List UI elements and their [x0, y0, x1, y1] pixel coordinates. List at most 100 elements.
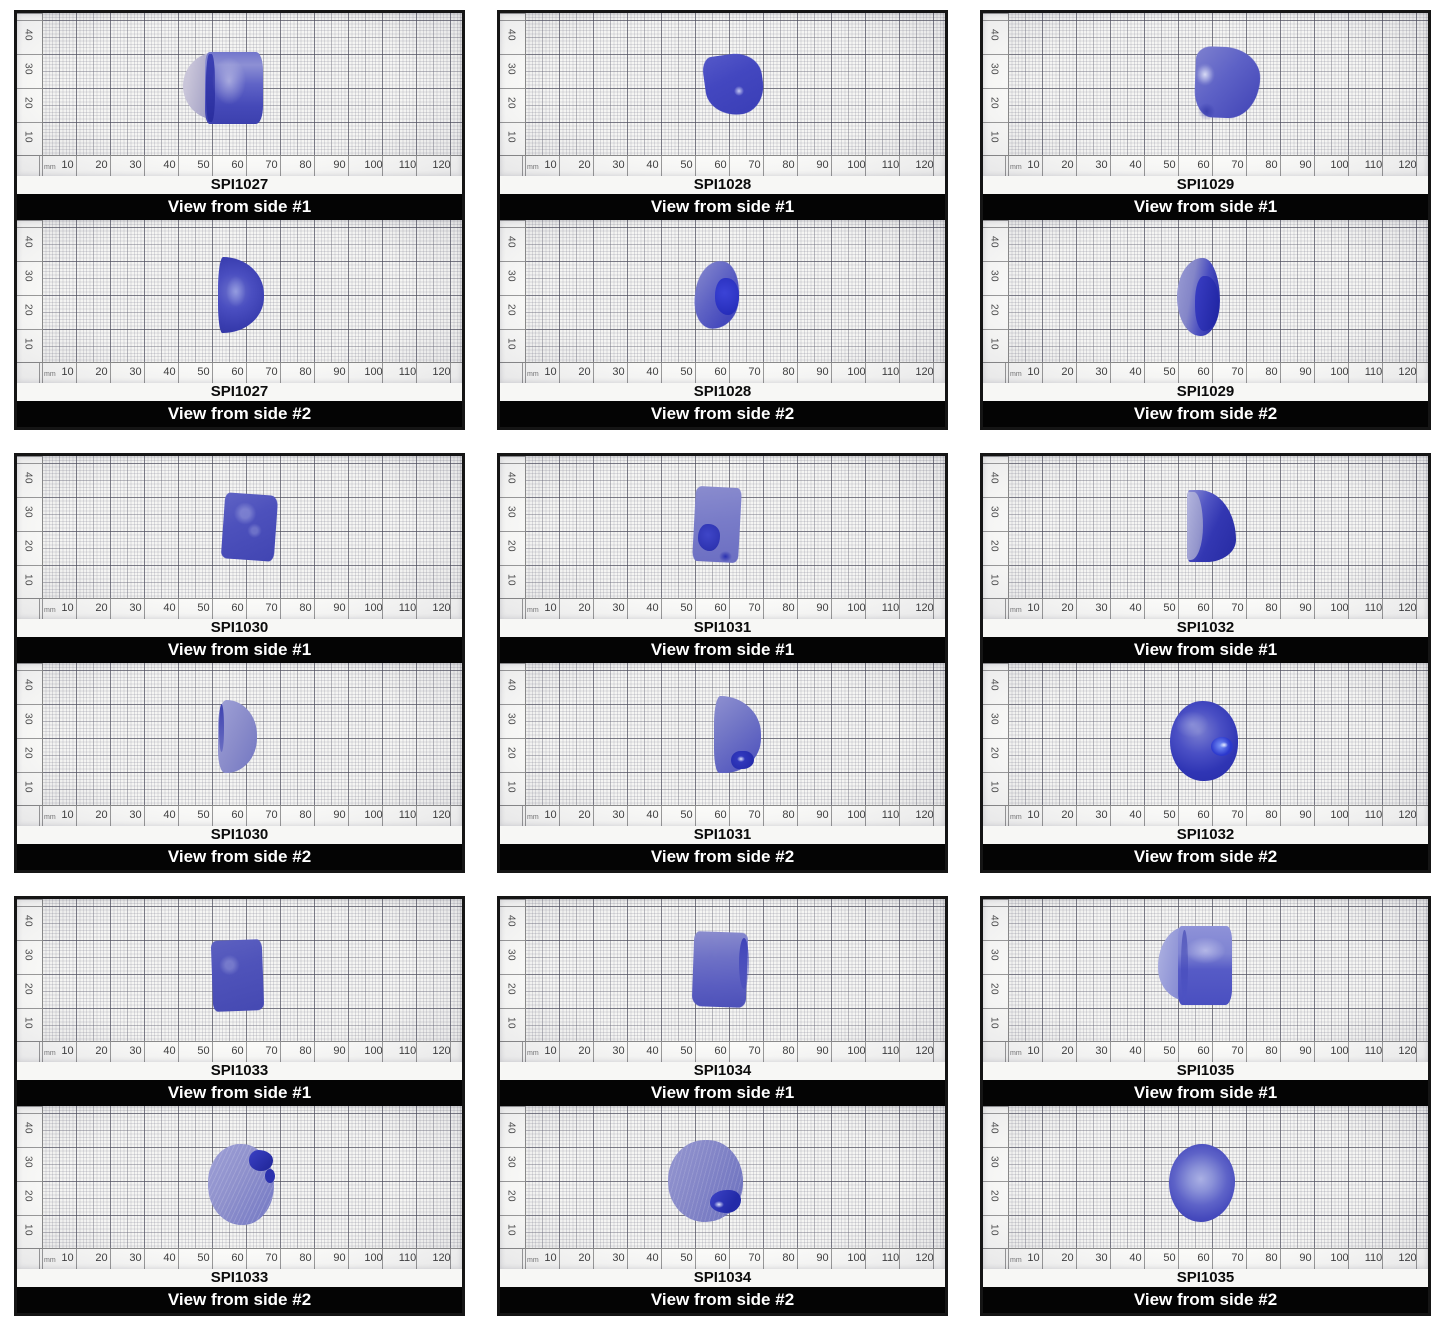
specimen-view: 40 30 20 10 mm 10 20 30 40 50 60 70 80 90 100 110 120 SP… [983, 456, 1428, 663]
ruler-tick-label: 80 [1265, 1045, 1278, 1057]
ruler-tick-label: 100 [847, 1252, 866, 1264]
specimen-panel-spi1033: 40 30 20 10 mm 10 20 30 40 50 60 70 80 90 100 110 120 SP… [14, 896, 465, 1316]
ruler-tick-label: 90 [1299, 366, 1312, 378]
specimen-fragment [701, 50, 767, 119]
specimen-photo: 40 30 20 10 mm 10 20 30 40 50 60 70 80 90 100 110 120 [500, 456, 945, 619]
specimen-photo: 40 30 20 10 mm 10 20 30 40 50 60 70 80 90 100 110 120 [17, 13, 462, 176]
specimen-fragment [713, 1201, 724, 1209]
view-caption: View from side #1 [650, 197, 795, 216]
ruler-tick-label: 110 [398, 1252, 417, 1264]
horizontal-ruler: mm 10 20 30 40 50 60 70 80 90 100 110 120 [500, 1041, 945, 1062]
ruler-tick-label: 120 [432, 159, 451, 171]
view-caption-bar: View from side #1 [17, 1080, 462, 1106]
specimen-id-label: SPI1032 [983, 619, 1428, 637]
ruler-unit-label: mm [527, 371, 539, 378]
ruler-tick-label: 40 [22, 236, 34, 249]
ruler-tick-label: 20 [505, 747, 517, 760]
specimen-photo: 40 30 20 10 mm 10 20 30 40 50 60 70 80 90 100 110 120 [983, 220, 1428, 383]
horizontal-ruler: mm 10 20 30 40 50 60 70 80 90 100 110 120 [500, 805, 945, 826]
specimen-fragment [692, 485, 742, 563]
ruler-tick-label: 110 [1364, 809, 1383, 821]
horizontal-ruler: mm 10 20 30 40 50 60 70 80 90 100 110 120 [17, 598, 462, 619]
ruler-tick-label: 120 [1398, 366, 1417, 378]
ruler-tick-label: 50 [680, 366, 693, 378]
ruler-tick-label: 10 [61, 809, 74, 821]
specimen-id-label: SPI1032 [983, 826, 1428, 844]
ruler-tick-label: 60 [714, 1045, 727, 1057]
specimen-id-label: SPI1029 [983, 176, 1428, 194]
ruler-tick-label: 40 [988, 236, 1000, 249]
specimen-fragment [1195, 62, 1216, 87]
specimen-photo: 40 30 20 10 mm 10 20 30 40 50 60 70 80 90 100 110 120 [983, 1106, 1428, 1269]
view-caption: View from side #2 [167, 404, 312, 423]
specimen-fragment [1168, 1143, 1235, 1222]
ruler-tick-label: 120 [1398, 602, 1417, 614]
horizontal-ruler: mm 10 20 30 40 50 60 70 80 90 100 110 120 [17, 155, 462, 176]
ruler-tick-label: 100 [847, 1045, 866, 1057]
vertical-ruler: 40 30 20 10 [983, 663, 1009, 806]
vertical-ruler: 40 30 20 10 [983, 899, 1009, 1042]
graph-paper [17, 899, 462, 1062]
ruler-tick-label: 60 [714, 602, 727, 614]
view-caption: View from side #1 [167, 1083, 312, 1102]
ruler-tick-label: 120 [432, 366, 451, 378]
specimen-fragment [210, 939, 265, 1013]
ruler-tick-label: 40 [22, 29, 34, 42]
ruler-tick-label: 20 [95, 366, 108, 378]
specimen-id-label: SPI1033 [17, 1269, 462, 1287]
view-caption-bar: View from side #2 [500, 844, 945, 870]
graph-paper [17, 13, 462, 176]
ruler-tick-label: 100 [1330, 366, 1349, 378]
view-caption: View from side #1 [1133, 197, 1278, 216]
ruler-tick-label: 70 [265, 366, 278, 378]
view-caption-bar: View from side #1 [500, 637, 945, 663]
ruler-tick-label: 70 [265, 1045, 278, 1057]
ruler-tick-label: 40 [163, 366, 176, 378]
ruler-tick-label: 110 [881, 809, 900, 821]
specimen-view: 40 30 20 10 mm 10 20 30 40 50 60 70 80 90 100 110 120 SP… [500, 13, 945, 220]
ruler-tick-label: 10 [1027, 159, 1040, 171]
ruler-tick-label: 90 [1299, 1045, 1312, 1057]
ruler-tick-label: 50 [197, 159, 210, 171]
ruler-tick-label: 20 [95, 809, 108, 821]
ruler-tick-label: 50 [197, 1252, 210, 1264]
view-caption: View from side #2 [167, 1290, 312, 1309]
ruler-tick-label: 120 [432, 1252, 451, 1264]
ruler-tick-label: 50 [680, 159, 693, 171]
specimen-view: 40 30 20 10 mm 10 20 30 40 50 60 70 80 90 100 110 120 SP… [17, 220, 462, 427]
ruler-tick-label: 70 [265, 159, 278, 171]
ruler-tick-label: 100 [364, 602, 383, 614]
ruler-tick-label: 50 [1163, 602, 1176, 614]
ruler-tick-label: 70 [1231, 1045, 1244, 1057]
specimen-id-label: SPI1027 [17, 383, 462, 401]
ruler-unit-label: mm [44, 371, 56, 378]
ruler-tick-label: 30 [612, 809, 625, 821]
ruler-tick-label: 110 [881, 366, 900, 378]
ruler-tick-label: 10 [1027, 1252, 1040, 1264]
ruler-tick-label: 100 [364, 1252, 383, 1264]
vertical-ruler: 40 30 20 10 [983, 220, 1009, 363]
ruler-tick-label: 120 [915, 1045, 934, 1057]
specimen-photo: 40 30 20 10 mm 10 20 30 40 50 60 70 80 90 100 110 120 [17, 663, 462, 826]
horizontal-ruler: mm 10 20 30 40 50 60 70 80 90 100 110 120 [983, 362, 1428, 383]
ruler-tick-label: 60 [231, 366, 244, 378]
ruler-tick-label: 90 [333, 602, 346, 614]
ruler-tick-label: 100 [847, 809, 866, 821]
ruler-tick-label: 10 [988, 338, 1000, 351]
view-caption: View from side #1 [650, 640, 795, 659]
graph-paper [983, 13, 1428, 176]
ruler-tick-label: 90 [1299, 1252, 1312, 1264]
ruler-tick-label: 40 [163, 1252, 176, 1264]
ruler-tick-label: 90 [1299, 159, 1312, 171]
specimen-photo: 40 30 20 10 mm 10 20 30 40 50 60 70 80 90 100 110 120 [17, 899, 462, 1062]
ruler-tick-label: 20 [988, 1190, 1000, 1203]
ruler-tick-label: 50 [680, 1045, 693, 1057]
ruler-tick-label: 30 [22, 949, 34, 962]
ruler-tick-label: 30 [505, 1156, 517, 1169]
ruler-tick-label: 20 [1061, 159, 1074, 171]
ruler-tick-label: 30 [129, 159, 142, 171]
specimen-view: 40 30 20 10 mm 10 20 30 40 50 60 70 80 90 100 110 120 SP… [500, 220, 945, 427]
ruler-tick-label: 60 [1197, 159, 1210, 171]
ruler-tick-label: 120 [915, 809, 934, 821]
ruler-tick-label: 40 [1129, 1252, 1142, 1264]
